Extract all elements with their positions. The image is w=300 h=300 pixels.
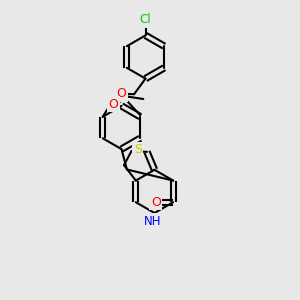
Text: S: S	[134, 143, 142, 156]
Text: O: O	[151, 196, 161, 209]
Text: Cl: Cl	[140, 13, 151, 26]
Text: NH: NH	[144, 215, 162, 228]
Text: O: O	[108, 98, 118, 111]
Text: O: O	[117, 87, 126, 101]
